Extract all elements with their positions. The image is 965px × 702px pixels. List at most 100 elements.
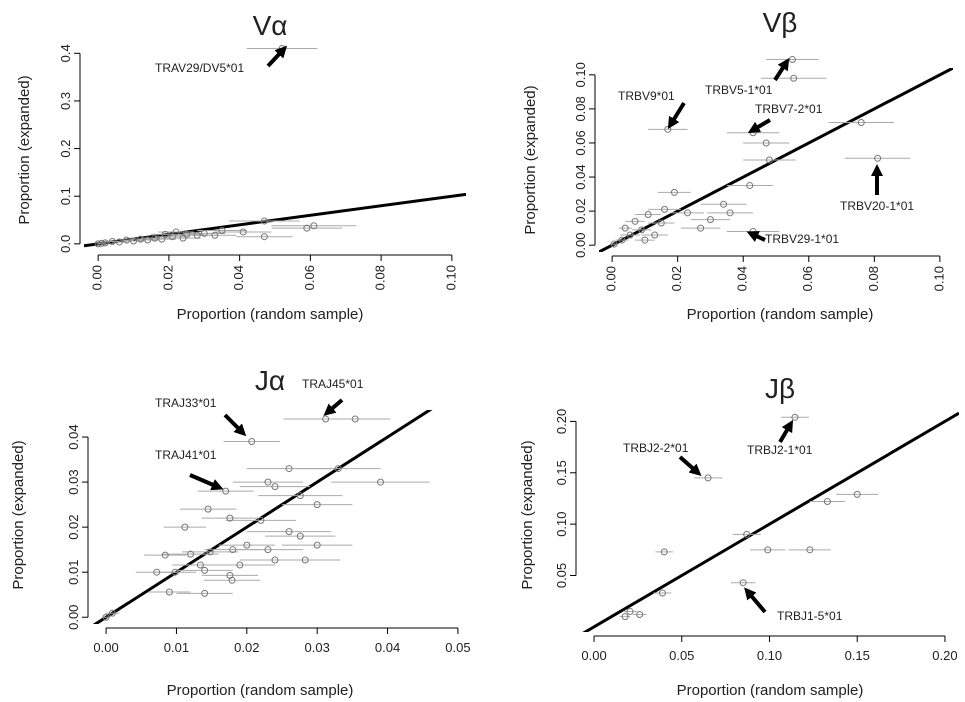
annotation: TRBJ2-2*01 [623, 441, 689, 455]
x-tick-label: 0.00 [604, 266, 619, 291]
point [204, 505, 212, 513]
point [285, 465, 293, 473]
x-tick-label: 0.15 [845, 648, 870, 663]
annotation-arrow [678, 455, 702, 476]
point [161, 230, 169, 238]
annotation-arrow [773, 57, 790, 82]
point [697, 224, 705, 232]
chart-title: Vα [253, 10, 288, 41]
y-axis-label: Proportion (expanded) [16, 75, 33, 224]
point [641, 236, 649, 244]
point [158, 235, 166, 243]
point [704, 474, 712, 482]
point [94, 240, 102, 248]
y-tick-label: 0.04 [66, 424, 81, 449]
x-tick-label: 0.04 [375, 640, 400, 655]
point [144, 236, 152, 244]
annotation-arrow [747, 118, 772, 134]
x-tick-label: 0.03 [305, 640, 330, 655]
x-tick-label: 0.00 [581, 648, 606, 663]
point [631, 217, 639, 225]
point [183, 230, 191, 238]
point [165, 588, 173, 596]
point [296, 532, 304, 540]
point [658, 589, 666, 597]
point [108, 609, 116, 617]
point [322, 415, 330, 423]
point [260, 217, 268, 225]
x-tick-label: 0.06 [800, 266, 815, 291]
point [236, 561, 244, 569]
y-tick-label: 0.15 [554, 460, 569, 485]
point [720, 200, 728, 208]
y-tick-label: 0.10 [573, 62, 588, 87]
point [661, 205, 669, 213]
point [621, 613, 629, 621]
x-tick-label: 0.02 [669, 266, 684, 291]
chart-title: Jα [255, 365, 285, 396]
point [200, 229, 208, 237]
panel: 0.00 0.02 0.04 0.06 0.08 0.10 0.0 0.1 0.2 0.3 0.4 V… [16, 10, 466, 323]
point [257, 516, 265, 524]
point [874, 154, 882, 162]
point [310, 222, 318, 230]
x-tick-label: 0.01 [164, 640, 189, 655]
x-tick-label: 0.05 [669, 648, 694, 663]
x-tick-label: 0.20 [932, 648, 957, 663]
point [151, 234, 159, 242]
y-tick-label: 0.04 [573, 164, 588, 189]
point [313, 541, 321, 549]
point [181, 523, 189, 531]
annotation: TRBV20-1*01 [840, 199, 914, 213]
point [610, 240, 618, 248]
point [857, 119, 865, 127]
point [179, 234, 187, 242]
x-tick-label: 0.00 [93, 640, 118, 655]
y-axis-label: Proportion (expanded) [522, 85, 539, 234]
point [618, 236, 626, 244]
annotation: TRAV29/DV5*01 [155, 61, 244, 75]
y-tick-label: 0.02 [573, 198, 588, 223]
annotation-arrow [323, 398, 344, 416]
point [739, 579, 747, 587]
point [271, 483, 279, 491]
y-axis-label: Proportion (expanded) [519, 440, 536, 589]
annotation: TRBV7-2*01 [755, 102, 823, 116]
point [303, 224, 311, 232]
point [193, 231, 201, 239]
point [313, 501, 321, 509]
y-tick-label: 0.08 [573, 96, 588, 121]
point [130, 237, 138, 245]
point [636, 611, 644, 619]
point [621, 224, 629, 232]
point [153, 568, 161, 576]
annotation: TRBV5-1*01 [705, 83, 773, 97]
point [764, 546, 772, 554]
point [765, 156, 773, 164]
point [172, 228, 180, 236]
annotation-arrow [746, 231, 766, 242]
point [226, 514, 234, 522]
annotation-arrow [667, 101, 686, 130]
point [377, 478, 385, 486]
point [334, 465, 342, 473]
point [264, 546, 272, 554]
y-axis-label: Proportion (expanded) [10, 440, 27, 589]
point [211, 231, 219, 239]
point [726, 209, 734, 217]
point [264, 478, 272, 486]
point [196, 561, 204, 569]
point [638, 226, 646, 234]
x-tick-label: 0.04 [231, 265, 246, 290]
point [657, 219, 665, 227]
point [271, 556, 279, 564]
x-tick-label: 0.04 [735, 266, 750, 291]
chart-title: Jβ [765, 373, 795, 404]
point [296, 492, 304, 500]
y-tick-label: 0.0 [58, 235, 73, 253]
point [706, 216, 714, 224]
point [115, 238, 123, 246]
annotation: TRBV29-1*01 [765, 232, 839, 246]
annotation-arrow [266, 45, 288, 68]
